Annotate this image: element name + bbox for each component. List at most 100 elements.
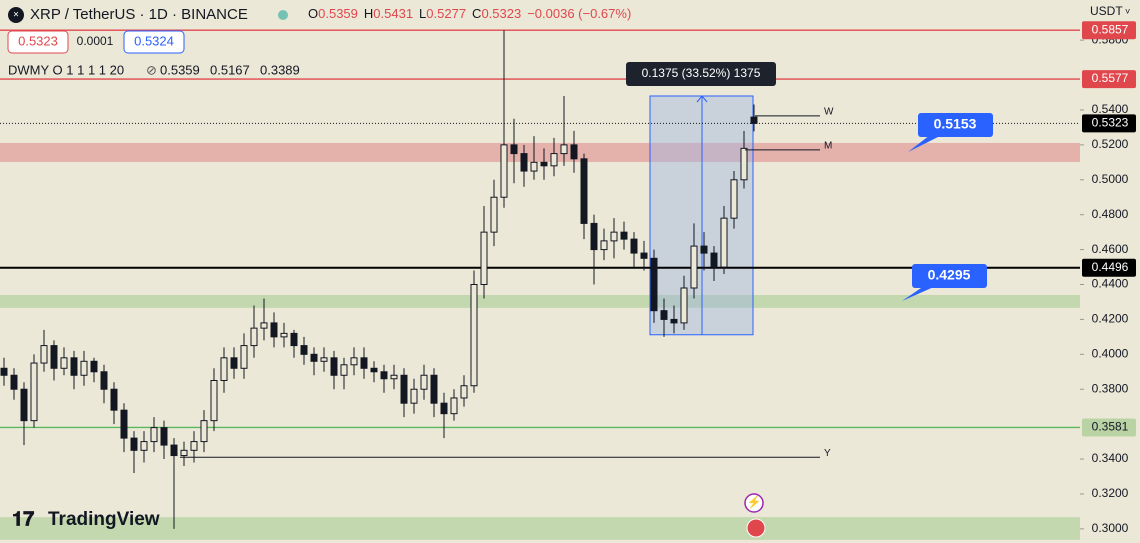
sell-price[interactable]: 0.5323 — [18, 33, 58, 48]
price-tag — [1082, 114, 1136, 133]
measure-label: 0.1375 (33.52%) 1375 — [642, 66, 761, 80]
sell-button[interactable] — [7, 30, 69, 54]
candle-body — [90, 360, 98, 373]
y-tick-label: 0.4000 — [1092, 346, 1129, 360]
candle-body — [450, 397, 458, 415]
candle-body — [190, 441, 198, 451]
candle-body — [160, 427, 168, 446]
candle-body — [170, 444, 178, 457]
candle-body — [320, 357, 328, 362]
candle-body — [110, 388, 118, 411]
ohlc-legend: O0.5359 H0.5431 L0.5277 C0.5323 −0.0036 (−0.… — [308, 6, 631, 21]
measure-label-bg — [626, 61, 776, 86]
candle-body — [610, 231, 618, 242]
candle-body — [400, 374, 408, 404]
candle-body — [290, 332, 298, 347]
candle-body — [430, 374, 438, 404]
event-icon[interactable] — [744, 493, 764, 513]
economic-event[interactable] — [746, 518, 766, 538]
candle-body — [0, 367, 8, 376]
candle-body — [630, 238, 638, 254]
buy-price[interactable]: 0.5324 — [134, 33, 174, 48]
ohlc-key: L — [419, 6, 426, 21]
candle-body — [150, 427, 158, 443]
candle-body — [540, 161, 548, 167]
candle-body — [670, 318, 678, 324]
callout-text: 0.4295 — [928, 267, 971, 283]
y-tick-label: 0.4400 — [1092, 277, 1129, 291]
price-tag-label: 0.4496 — [1092, 260, 1129, 274]
candle-body — [560, 144, 568, 155]
price-tag-label: 0.3581 — [1092, 420, 1129, 434]
indicator-value: 0.5167 — [210, 62, 250, 77]
price-tag-label: 0.5323 — [1092, 116, 1129, 130]
candle-body — [240, 345, 248, 369]
candle-body — [340, 364, 348, 376]
candle-body — [230, 357, 238, 369]
brand-logo: 𝟏𝟕 — [12, 508, 34, 530]
currency[interactable]: USDT — [1090, 4, 1123, 18]
candle-body — [50, 345, 58, 369]
candle-body — [570, 144, 578, 160]
brand-name: TradingView — [48, 509, 160, 530]
zone — [0, 517, 1080, 540]
market-status — [278, 10, 288, 20]
candle-body — [680, 287, 688, 324]
candle-body — [220, 357, 228, 382]
candle-body — [530, 161, 538, 172]
callout-box — [912, 264, 987, 288]
y-tick-label: 0.4200 — [1092, 312, 1129, 326]
indicator-value: 0.5359 — [160, 62, 200, 77]
candle-body — [720, 217, 728, 268]
price-tag-label: 0.5577 — [1092, 71, 1129, 85]
candle-body — [490, 196, 498, 233]
ray-label: Y — [824, 448, 831, 459]
candle-body — [460, 385, 468, 399]
indicator-icon: ⊘ — [146, 62, 157, 77]
candle-body — [420, 374, 428, 390]
candle-body — [470, 284, 478, 387]
indicator-name[interactable]: DWMY O 1 1 1 1 20 — [8, 62, 124, 77]
callout-pointer — [902, 286, 936, 301]
y-tick-label: 0.3000 — [1092, 521, 1129, 535]
candle-body — [740, 147, 748, 181]
event-icon-glyph: ⚡ — [747, 495, 762, 509]
spread: 0.0001 — [77, 34, 114, 48]
candle-body — [730, 179, 738, 219]
ohlc-change: −0.0036 (−0.67%) — [527, 6, 631, 21]
price-tag — [1082, 258, 1136, 277]
candle-body — [350, 357, 358, 366]
candle-body — [10, 374, 18, 390]
price-tag-label: 0.5857 — [1092, 22, 1129, 36]
zone — [0, 142, 1080, 162]
y-tick-label: 0.5000 — [1092, 172, 1129, 186]
y-tick-label: 0.3400 — [1092, 451, 1129, 465]
candle-body — [210, 380, 218, 422]
zone — [0, 294, 1080, 308]
measure-arrowhead — [696, 95, 708, 103]
symbol-title[interactable]: XRP / TetherUS · 1D · BINANCE — [30, 6, 248, 23]
candle-body — [200, 420, 208, 443]
buy-button[interactable] — [123, 30, 185, 54]
ray-label: W — [824, 107, 834, 118]
candle-body — [380, 371, 388, 380]
candle-body — [600, 240, 608, 251]
currency-caret[interactable]: ˅ — [1125, 6, 1130, 16]
ohlc-value: 0.5359 — [318, 6, 358, 21]
candle-body — [280, 332, 288, 338]
symbol-icon[interactable] — [8, 7, 24, 23]
candle-body — [650, 257, 658, 312]
candle-body — [40, 345, 48, 364]
y-tick-label: 0.5400 — [1092, 102, 1129, 116]
ohlc-value: 0.5277 — [426, 6, 466, 21]
ohlc-value: 0.5431 — [373, 6, 413, 21]
price-tag — [1082, 418, 1136, 437]
candle-body — [580, 158, 588, 224]
price-tag — [1082, 21, 1136, 40]
candle-body — [60, 357, 68, 369]
candle-body — [330, 357, 338, 376]
ohlc-key: O — [308, 6, 318, 21]
callout-box — [918, 113, 993, 137]
candle-body — [260, 322, 268, 329]
indicator-value: 0.3389 — [260, 62, 300, 77]
